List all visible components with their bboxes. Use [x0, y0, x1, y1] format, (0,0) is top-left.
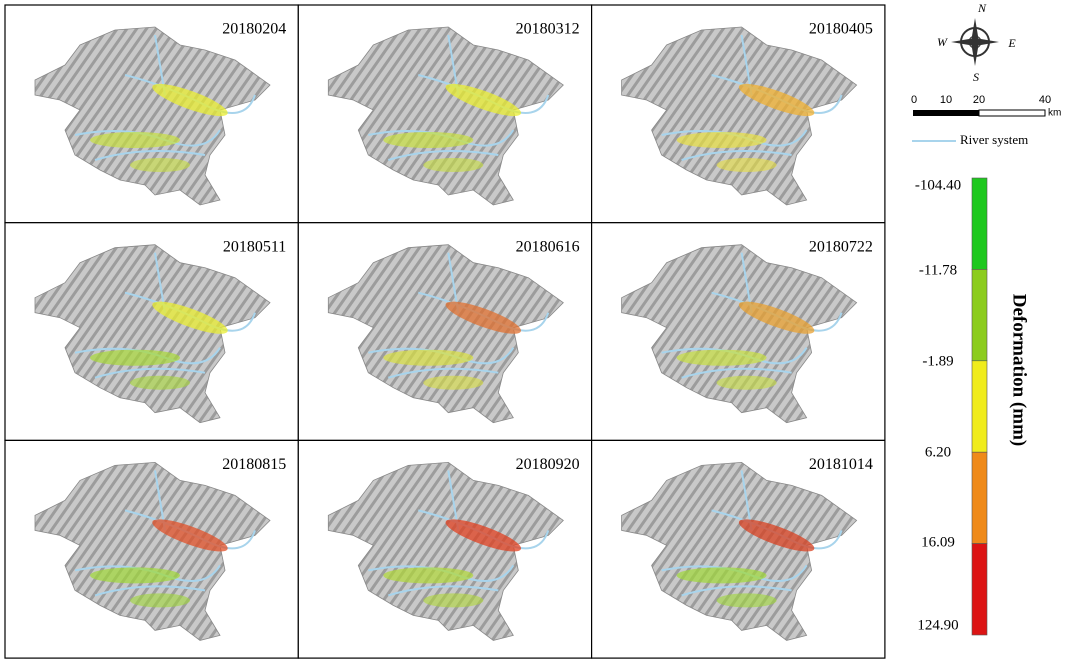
deformation-zone — [738, 83, 815, 117]
deformation-zone — [130, 375, 190, 390]
deformation-zone — [445, 519, 522, 552]
panel-label: 20181014 — [809, 456, 873, 473]
colorbar-label: -104.40 — [915, 177, 961, 193]
map-panel: 20180204 — [4, 4, 299, 224]
colorbar-segment — [971, 269, 988, 362]
deformation-zone — [152, 301, 228, 334]
scale-unit: km — [1048, 108, 1061, 119]
colorbar-label: 16.09 — [921, 534, 955, 550]
panel-grid: 20180204 20180312 20180405 20180511 20180616… — [4, 4, 886, 659]
deformation-zone — [383, 349, 474, 366]
scale-label: 40 — [1039, 94, 1051, 106]
compass-south: S — [973, 70, 979, 84]
panel-label: 20180405 — [809, 21, 873, 38]
deformation-zone — [130, 158, 190, 172]
deformation-zone — [676, 132, 767, 148]
deformation-zone — [676, 567, 767, 584]
legend-label: River system — [960, 132, 1028, 147]
deformation-zone — [383, 567, 474, 584]
scale-label: 10 — [940, 94, 952, 106]
panel-label: 20180920 — [516, 456, 580, 473]
deformation-zone — [423, 593, 484, 608]
deformation-zone — [383, 132, 474, 148]
colorbar-label: 6.20 — [925, 444, 951, 460]
compass-east: E — [1007, 36, 1016, 50]
colorbar-segment — [971, 543, 988, 636]
deformation-zone — [152, 519, 228, 552]
map-panel: 20180312 — [297, 4, 593, 224]
colorbar-label: -11.78 — [919, 262, 957, 278]
colorbar-title: Deformation (mm) — [1009, 294, 1030, 446]
scale-label: 0 — [911, 94, 917, 106]
map-panel: 20180920 — [297, 439, 593, 659]
map-panel: 20181014 — [590, 439, 886, 659]
deformation-zone — [90, 567, 180, 584]
deformation-zone — [90, 132, 180, 148]
deformation-zone — [445, 83, 522, 117]
colorbar-segment — [971, 177, 988, 270]
colorbar: Deformation (mm) -104.40 -11.78 -1.89 6.20 1… — [915, 177, 1030, 636]
panel-label: 20180511 — [223, 238, 286, 255]
compass-north: N — [977, 1, 987, 15]
deformation-zone — [423, 158, 484, 172]
panel-label: 20180616 — [516, 238, 580, 255]
scale-segment — [913, 110, 979, 116]
map-panel: 20180722 — [590, 222, 886, 441]
map-panel: 20180405 — [590, 4, 886, 224]
scale-label: 20 — [973, 94, 985, 106]
colorbar-label: -1.89 — [922, 353, 953, 369]
deformation-zone — [676, 349, 767, 366]
deformation-zone — [716, 375, 777, 390]
panel-label: 20180204 — [222, 21, 286, 38]
deformation-zone — [423, 375, 484, 390]
compass-west: W — [937, 35, 948, 49]
panel-label: 20180815 — [222, 456, 286, 473]
colorbar-segment — [971, 360, 988, 453]
panel-label: 20180722 — [809, 238, 873, 255]
scale-segment — [978, 109, 1046, 117]
scale-bar: 0 10 20 40 km — [911, 94, 1061, 119]
colorbar-label: 124.90 — [917, 617, 958, 633]
map-panel: 20180511 — [4, 222, 299, 441]
deformation-zone — [130, 593, 190, 608]
deformation-zone — [716, 593, 777, 608]
map-panel: 20180616 — [297, 222, 593, 441]
colorbar-segment — [971, 451, 988, 544]
river-legend: River system — [912, 132, 1028, 147]
deformation-zone — [90, 349, 180, 366]
deformation-zone — [716, 158, 777, 172]
compass: N E S W — [937, 1, 1016, 84]
deformation-zone — [152, 83, 228, 117]
deformation-zone — [738, 519, 815, 552]
panel-label: 20180312 — [516, 21, 580, 38]
deformation-zone — [445, 301, 522, 334]
deformation-zone — [738, 301, 815, 334]
map-panel: 20180815 — [4, 439, 299, 659]
